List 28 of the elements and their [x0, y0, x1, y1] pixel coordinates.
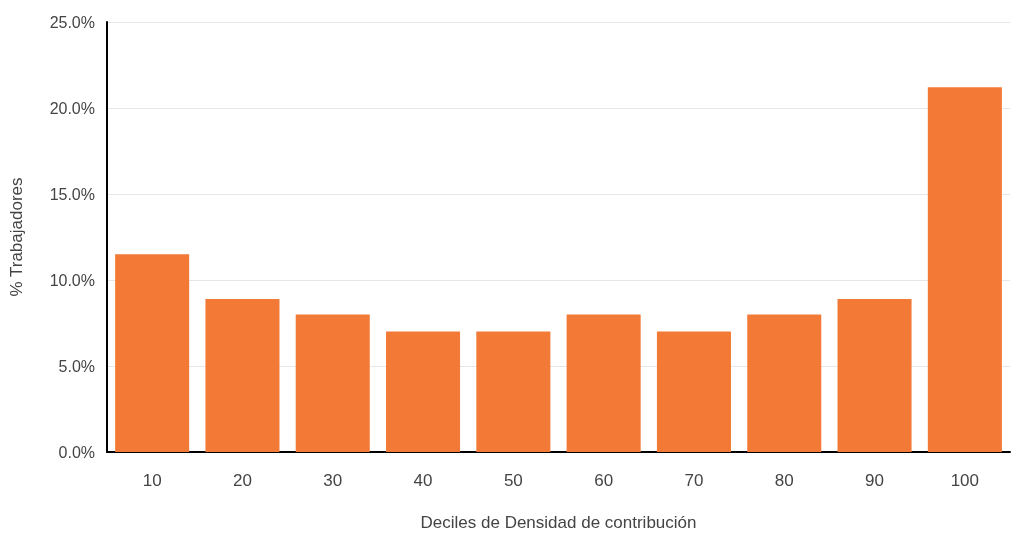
- x-tick-label: 50: [503, 471, 523, 490]
- y-tick-label: 25.0%: [49, 13, 95, 31]
- bar: [747, 314, 822, 452]
- bar: [205, 298, 280, 452]
- bar: [656, 331, 731, 452]
- y-tick-label: 0.0%: [58, 443, 95, 461]
- y-axis-title: % Trabajadores: [7, 177, 26, 297]
- x-tick-label: 40: [413, 471, 433, 490]
- y-tick-label: 15.0%: [49, 185, 95, 203]
- x-tick-label: 80: [774, 471, 794, 490]
- bar: [927, 87, 1002, 452]
- bar: [566, 314, 641, 452]
- bar: [115, 254, 190, 452]
- y-tick-label: 5.0%: [58, 357, 95, 375]
- x-tick-label: 70: [684, 471, 704, 490]
- y-tick-label: 10.0%: [49, 271, 95, 289]
- x-tick-label: 20: [232, 471, 252, 490]
- x-tick-label: 90: [865, 471, 885, 490]
- y-tick-label: 20.0%: [49, 99, 95, 117]
- x-tick-label: 10: [142, 471, 162, 490]
- x-tick-label: 30: [323, 471, 343, 490]
- x-axis-title: Deciles de Densidad de contribución: [420, 513, 697, 532]
- x-tick-label: 100: [950, 471, 980, 490]
- bar: [386, 331, 461, 452]
- x-tick-label: 60: [594, 471, 614, 490]
- bar: [837, 298, 912, 452]
- bar: [476, 331, 551, 452]
- bar: [295, 314, 370, 452]
